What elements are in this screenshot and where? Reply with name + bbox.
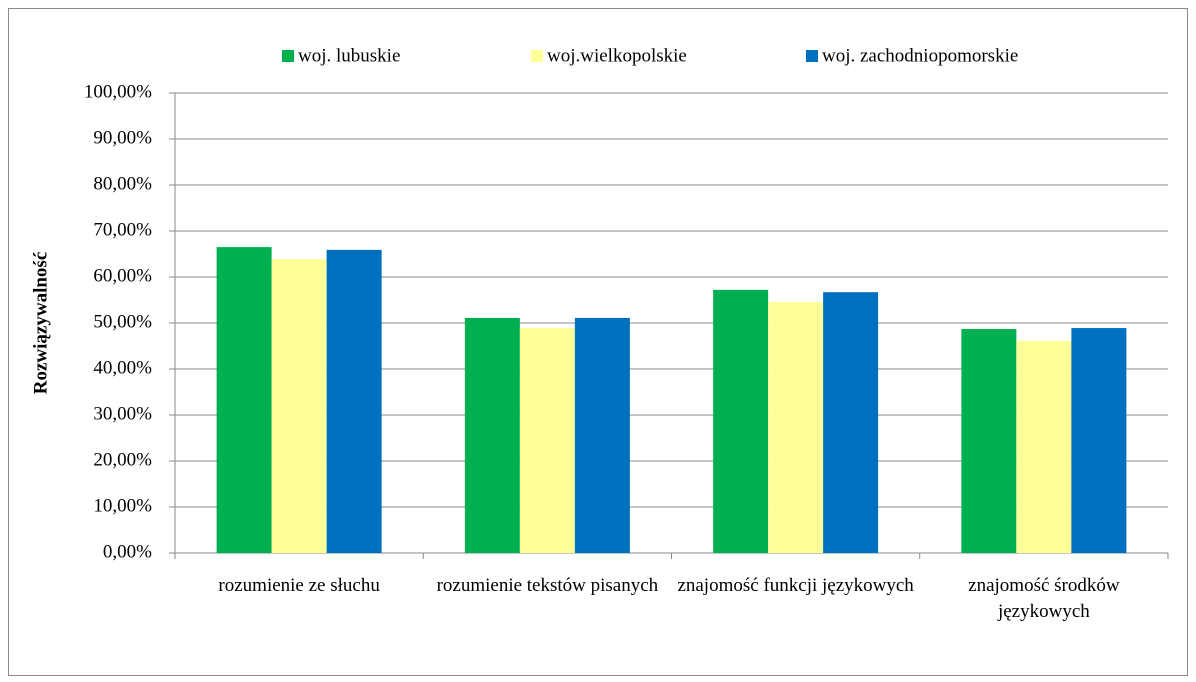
y-tick-label: 80,00% — [93, 173, 152, 194]
legend-label: woj.wielkopolskie — [547, 45, 687, 66]
y-axis-label: Rozwiązywalność — [30, 252, 51, 394]
bar — [574, 317, 630, 553]
y-tick-label: 90,00% — [93, 127, 152, 148]
legend-label: woj. lubuskie — [298, 45, 400, 66]
y-tick-label: 30,00% — [93, 403, 152, 424]
bar — [1016, 340, 1072, 553]
x-tick-label: rozumienie ze słuchu — [218, 575, 380, 596]
x-tick-label: rozumienie tekstów pisanych — [436, 575, 659, 596]
bar — [713, 289, 769, 553]
y-tick-label: 10,00% — [93, 495, 152, 516]
y-tick-label: 40,00% — [93, 357, 152, 378]
bar — [271, 259, 327, 553]
bar — [326, 249, 382, 554]
bar — [961, 328, 1017, 553]
legend-swatch — [282, 50, 294, 62]
y-tick-label: 60,00% — [93, 265, 152, 286]
bar — [216, 247, 272, 553]
bar — [768, 301, 824, 553]
y-tick-label: 0,00% — [103, 541, 152, 562]
y-tick-label: 70,00% — [93, 219, 152, 240]
legend-swatch — [806, 50, 818, 62]
bar — [464, 317, 520, 553]
x-tick-label: znajomość funkcji językowych — [677, 575, 914, 596]
bar — [823, 292, 879, 553]
bar — [1071, 328, 1127, 553]
bar — [519, 328, 575, 553]
y-tick-label: 100,00% — [84, 81, 152, 102]
legend-swatch — [531, 50, 543, 62]
y-tick-label: 50,00% — [93, 311, 152, 332]
x-tick-label: znajomość środków językowych — [968, 575, 1120, 622]
y-tick-label: 20,00% — [93, 449, 152, 470]
legend-label: woj. zachodniopomorskie — [822, 45, 1018, 66]
